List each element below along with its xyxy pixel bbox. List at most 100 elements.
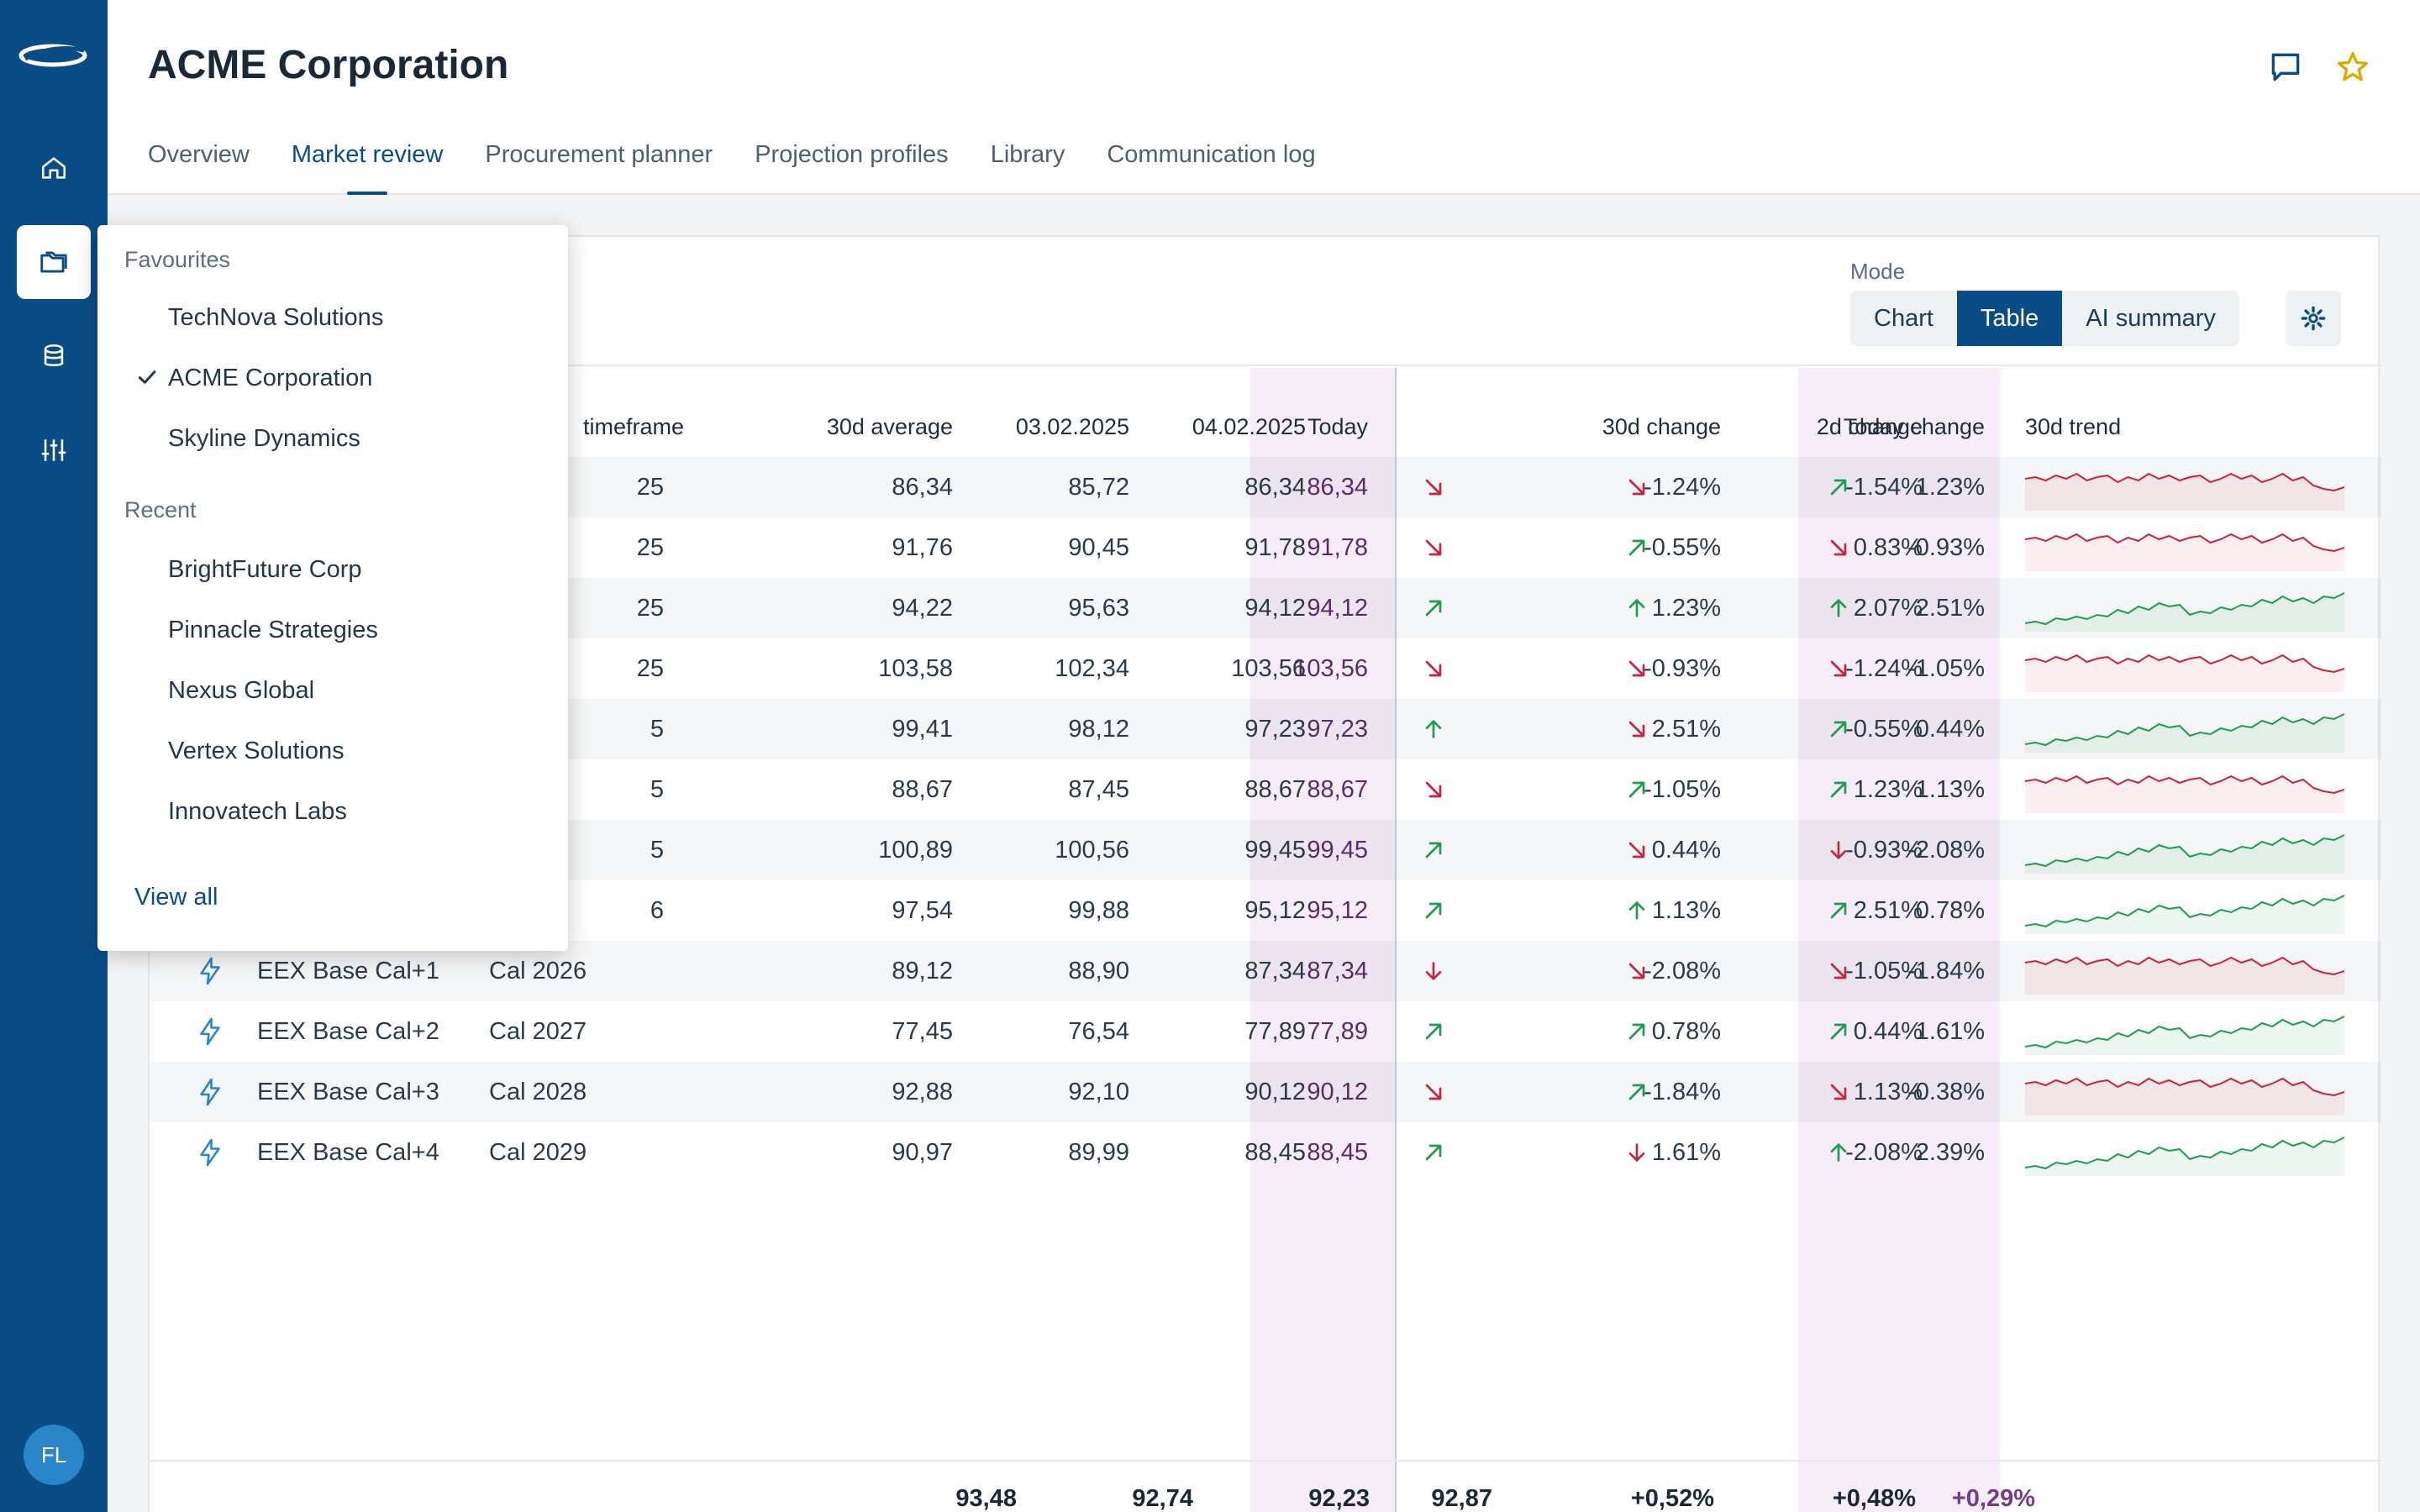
trend-sparkline <box>2025 834 2344 874</box>
chToday-cell: 1.13% <box>1915 776 1985 803</box>
arrow-up-right-icon <box>1425 1023 1442 1040</box>
col-30d-trend[interactable]: 30d trend <box>2025 414 2122 439</box>
trend-sparkline <box>2025 713 2344 753</box>
star-icon[interactable] <box>2334 49 2371 86</box>
d2-cell: 99,45 <box>1244 837 1306 864</box>
table-row[interactable]: EEX Base Cal+3 Cal 2028 92,88 92,10 90,12 90,… <box>150 1062 2381 1122</box>
table-row[interactable]: 25 103,58 102,34 103,56 103,56 -0.93% -1.24% -1… <box>150 638 2381 699</box>
ch30-cell: -1.05% <box>1644 776 1721 803</box>
mode-ai-summary-button[interactable]: AI summary <box>2086 304 2216 332</box>
mode-table-button[interactable]: Table <box>1956 291 2063 346</box>
arrow-down-right-icon <box>1628 842 1645 858</box>
col-today[interactable]: Today <box>1307 414 1368 439</box>
table-row[interactable]: 5 88,67 87,45 88,67 88,67 -1.05% 1.23% 1.13% <box>150 759 2381 820</box>
recent-item[interactable]: Vertex Solutions <box>168 738 345 764</box>
comment-icon[interactable] <box>2267 49 2304 86</box>
ch30-cell: 1.23% <box>1651 595 1721 622</box>
arrow-up-icon <box>1830 599 1847 617</box>
tab-projection-profiles[interactable]: Projection profiles <box>755 141 949 168</box>
arrow-up-right-icon <box>1830 479 1847 496</box>
timeframe-cell: 5 <box>650 716 664 743</box>
col-date-1[interactable]: 03.02.2025 <box>1015 414 1129 439</box>
avg30-cell: 92,88 <box>892 1079 953 1105</box>
col-timeframe[interactable]: timeframe <box>582 414 684 439</box>
d1-cell: 76,54 <box>1068 1018 1129 1045</box>
portfolio-nav-button[interactable] <box>17 225 91 299</box>
ch2-cell: 0.44% <box>1853 1018 1923 1045</box>
tab-market-review[interactable]: Market review <box>292 141 443 195</box>
ch2-cell: 2.07% <box>1853 595 1923 622</box>
d2-cell: 87,34 <box>1244 958 1306 984</box>
timeframe-cell: Cal 2027 <box>489 1018 587 1045</box>
page-header: ACME Corporation Overview Market review … <box>108 0 2420 195</box>
recent-item[interactable]: BrightFuture Corp <box>168 556 362 583</box>
table-row[interactable]: 25 91,76 90,45 91,78 91,78 -0.55% 0.83% -0.93% <box>150 517 2381 578</box>
sidebar: FL <box>0 0 108 1512</box>
settings-sliders-nav-button[interactable] <box>17 413 91 487</box>
view-all-link[interactable]: View all <box>134 884 218 911</box>
recent-item[interactable]: Nexus Global <box>168 677 315 704</box>
col-today-change[interactable]: Today change <box>1843 414 1985 439</box>
d1-cell: 99,88 <box>1068 897 1129 924</box>
avg30-cell: 103,58 <box>878 655 953 682</box>
chToday-cell: -1.84% <box>1907 958 1985 984</box>
table-row[interactable]: EEX Base Cal+1 Cal 2026 89,12 88,90 87,34 87,… <box>150 941 2381 1001</box>
timeframe-cell: 25 <box>636 595 664 622</box>
trend-sparkline <box>2025 654 2344 692</box>
ch30-cell: 1.61% <box>1651 1139 1721 1166</box>
ch30-cell: -2.08% <box>1644 958 1721 984</box>
favourites-heading: Favourites <box>124 247 231 272</box>
arrow-down-icon <box>1830 841 1847 859</box>
avg30-cell: 94,22 <box>892 595 953 622</box>
arrow-down-right-icon <box>1425 1084 1442 1100</box>
col-30d-average[interactable]: 30d average <box>826 414 953 439</box>
tab-overview[interactable]: Overview <box>148 141 250 168</box>
column-separator <box>1395 368 1397 1512</box>
table-row[interactable]: EEX Base Cal+2 Cal 2027 77,45 76,54 77,89 77,… <box>150 1001 2381 1062</box>
tab-communication-log[interactable]: Communication log <box>1107 141 1316 168</box>
sliders-icon <box>41 439 66 461</box>
arrow-up-right-icon <box>1425 600 1442 617</box>
recent-item[interactable]: Innovatech Labs <box>168 798 347 825</box>
favourite-item[interactable]: TechNova Solutions <box>168 304 384 331</box>
arrow-up-right-icon <box>1830 721 1847 738</box>
mode-chart-button[interactable]: Chart <box>1874 304 1933 332</box>
company-logo[interactable] <box>17 39 89 72</box>
ch30-cell: -1.84% <box>1644 1079 1721 1105</box>
ch30-cell: 2.51% <box>1651 716 1721 743</box>
d2-cell: 103,56 <box>1231 655 1306 682</box>
favourite-item-selected[interactable]: ACME Corporation <box>168 365 373 391</box>
avg30-cell: 89,12 <box>892 958 953 984</box>
col-date-2[interactable]: 04.02.2025 <box>1192 414 1306 439</box>
today-cell: 95,12 <box>1307 897 1368 924</box>
table-row[interactable]: 6 97,54 99,88 95,12 95,12 1.13% 2.51% 0.78% <box>150 880 2381 941</box>
today-cell: 90,12 <box>1307 1079 1368 1105</box>
tab-procurement-planner[interactable]: Procurement planner <box>485 141 713 168</box>
timeframe-cell: 25 <box>636 534 664 561</box>
product-name: EEX Base Cal+3 <box>257 1079 439 1105</box>
today-cell: 88,45 <box>1307 1139 1368 1166</box>
recent-item[interactable]: Pinnacle Strategies <box>168 617 378 643</box>
portfolio-dropdown: Favourites TechNova Solutions ACME Corpo… <box>97 225 568 951</box>
arrow-down-right-icon <box>1425 781 1442 798</box>
lightning-icon <box>200 1078 220 1106</box>
d1-cell: 98,12 <box>1068 716 1129 743</box>
table-row[interactable]: EEX Base Cal+4 Cal 2029 90,97 89,99 88,45 88,… <box>150 1122 2381 1183</box>
arrow-down-right-icon <box>1425 479 1442 496</box>
favourite-item[interactable]: Skyline Dynamics <box>168 425 360 452</box>
ch2-cell: -1.54% <box>1845 474 1923 501</box>
database-nav-button[interactable] <box>17 319 91 393</box>
tab-library[interactable]: Library <box>990 141 1065 168</box>
mode-toggle: Chart Table AI summary <box>1850 291 2239 346</box>
ch2-cell: -1.05% <box>1845 958 1923 984</box>
col-2d-change[interactable]: 2d change <box>1816 414 1923 439</box>
col-30d-change[interactable]: 30d change <box>1602 414 1721 439</box>
table-settings-button[interactable] <box>2286 291 2341 346</box>
table-header: timeframe 30d average 03.02.2025 04.02.2… <box>150 385 2381 469</box>
home-nav-button[interactable] <box>17 131 91 205</box>
trend-sparkline <box>2025 1077 2344 1116</box>
user-avatar[interactable]: FL <box>24 1425 84 1485</box>
arrow-up-right-icon <box>1830 1023 1847 1040</box>
d2-cell: 94,12 <box>1244 595 1306 622</box>
arrow-up-icon <box>1425 720 1442 738</box>
